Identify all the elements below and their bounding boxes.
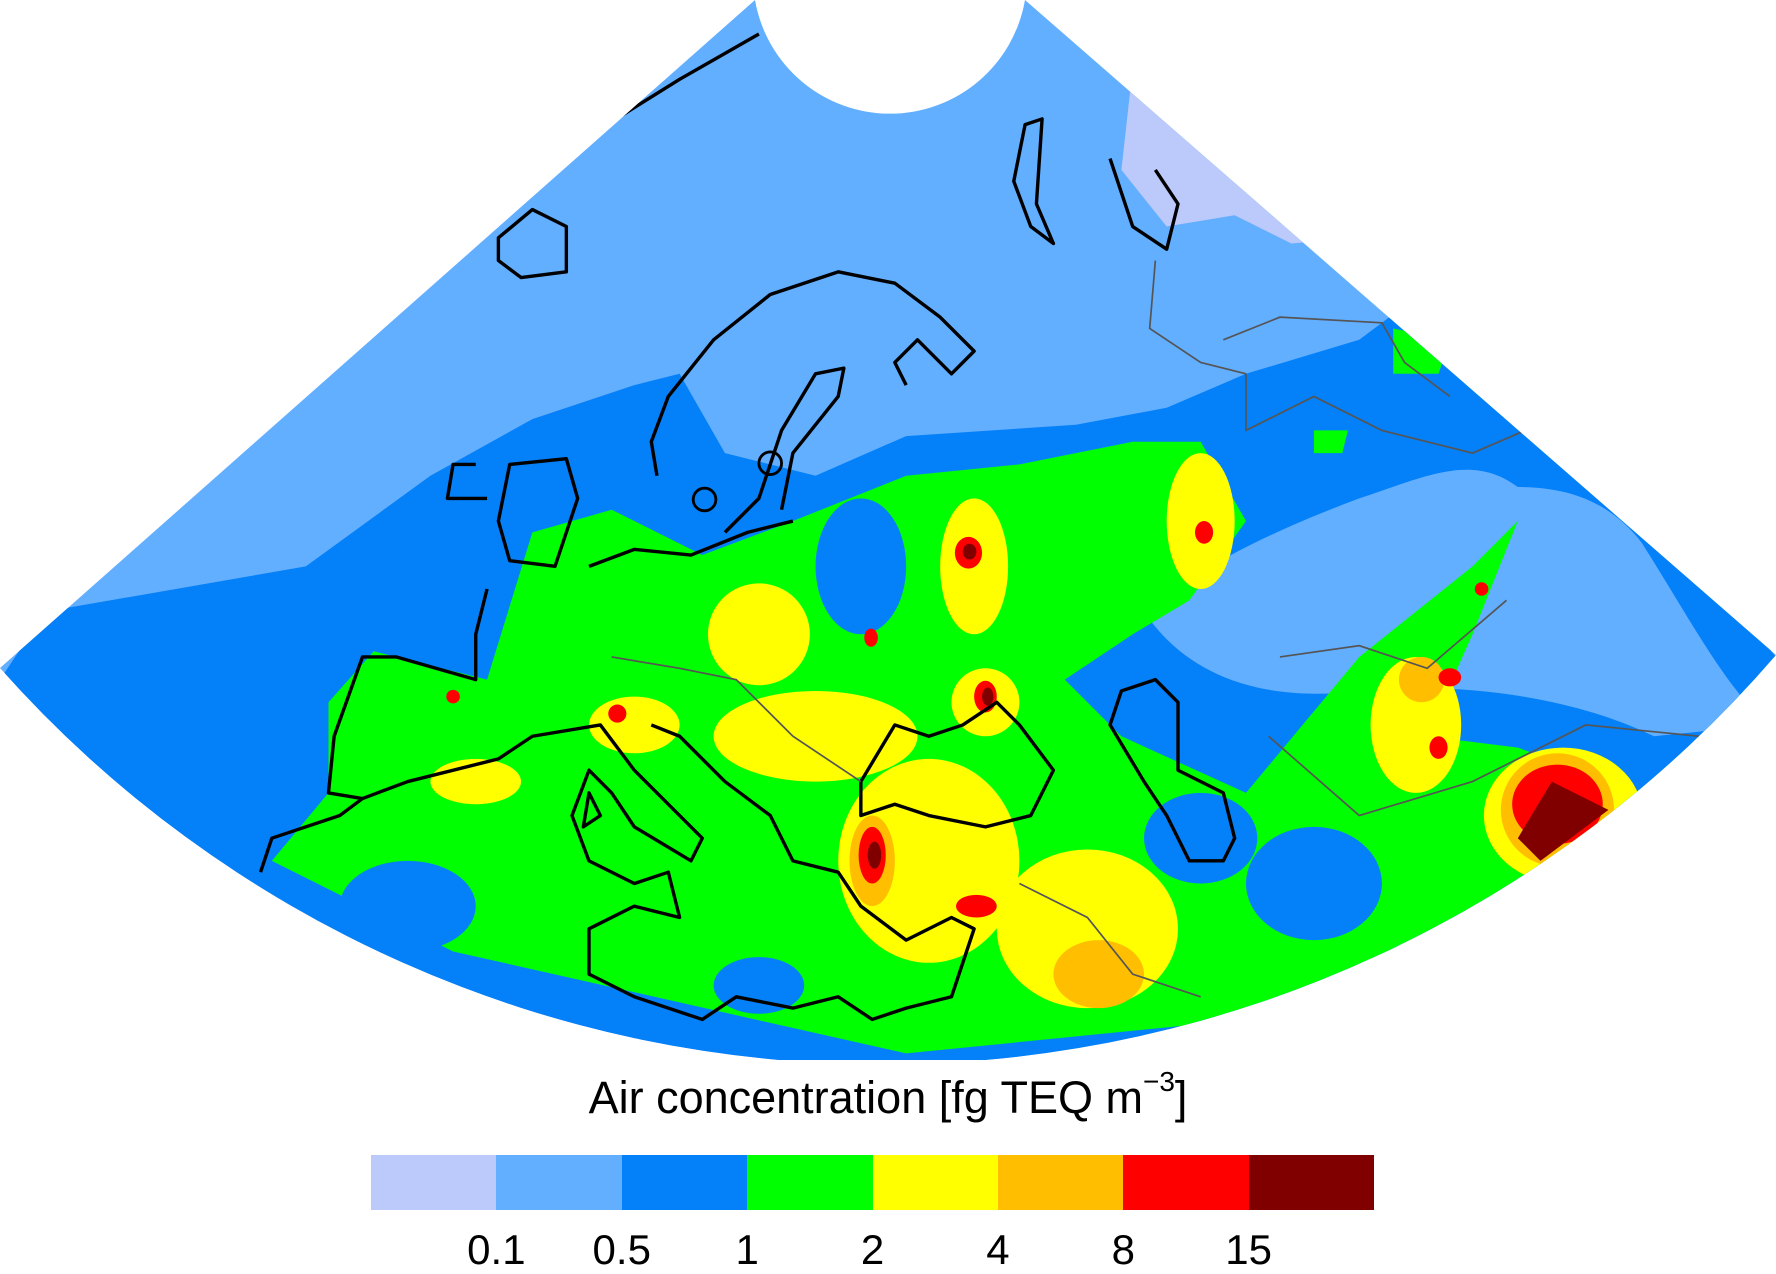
legend-swatch xyxy=(997,1155,1124,1210)
coastlines xyxy=(258,32,1237,1022)
legend-tick: 2 xyxy=(860,1226,885,1273)
legend-title-text: Air concentration [fg TEQ m xyxy=(588,1072,1143,1123)
zone-1-2-scattered xyxy=(1313,328,1450,454)
legend-tick: 1 xyxy=(735,1226,759,1273)
borders xyxy=(611,260,1700,998)
legend-swatch xyxy=(371,1155,497,1210)
legend-swatch xyxy=(1123,1155,1249,1210)
color-legend xyxy=(371,1155,1374,1210)
legend-title-bracket: ] xyxy=(1174,1072,1188,1123)
legend-title-exponent: −3 xyxy=(1142,1066,1175,1097)
zone-0.5-1-seas xyxy=(339,498,1382,1014)
legend-swatch xyxy=(747,1155,873,1210)
legend-title: Air concentration [fg TEQ m−3] xyxy=(0,1066,1776,1124)
zone-above-15 xyxy=(867,543,1609,869)
site-markers xyxy=(691,450,783,513)
legend-tick: 8 xyxy=(1111,1226,1135,1273)
legend-swatch xyxy=(496,1155,622,1210)
legend-tick: 4 xyxy=(986,1226,1010,1273)
legend-tick: 0.1 xyxy=(467,1226,526,1273)
legend-tick: 0.5 xyxy=(592,1226,651,1273)
legend-swatch xyxy=(621,1155,748,1210)
map-field xyxy=(0,0,1776,1060)
legend-swatch xyxy=(1248,1155,1374,1210)
legend-tick: 15 xyxy=(1225,1226,1272,1273)
concentration-map xyxy=(0,0,1776,1060)
legend-swatch xyxy=(872,1155,998,1210)
